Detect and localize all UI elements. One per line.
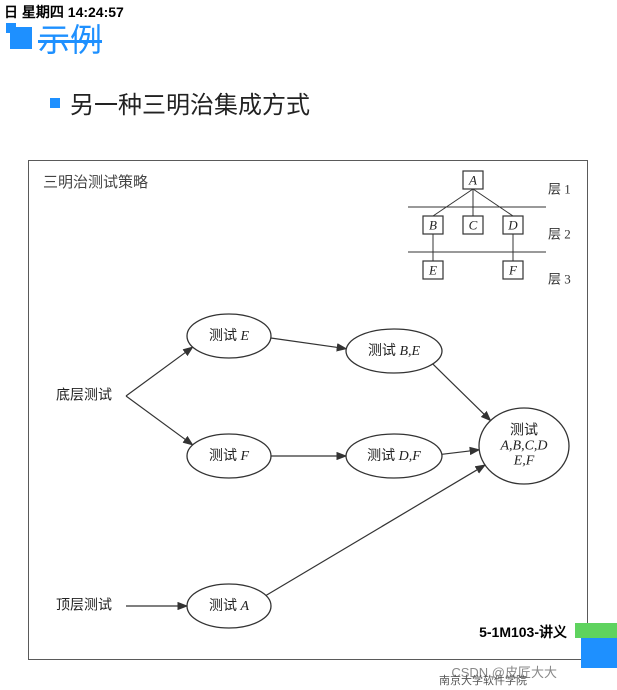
tree-node-label-E: E: [428, 263, 437, 278]
flow-node-label-tA: 测试 A: [209, 598, 250, 614]
flow-node-label-tE: 测试 E: [209, 328, 250, 344]
page-title: 示例: [38, 15, 102, 61]
tree-node-label-D: D: [507, 218, 518, 233]
subtitle-row: 另一种三明治集成方式: [50, 85, 310, 120]
diagram-frame-title: 三明治测试策略: [43, 171, 148, 192]
tree-node-label-C: C: [469, 218, 478, 233]
flow-node-label-tF: 测试 F: [209, 448, 250, 464]
subtitle-text: 另一种三明治集成方式: [70, 85, 310, 120]
tree-node-label-A: A: [468, 173, 477, 188]
flow-arrow: [271, 338, 346, 349]
diagram-frame: 三明治测试策略 A B C D E F 层 1 层 2 层 3 底层测试顶层测试 测试 E 测试 F…: [28, 160, 588, 660]
title-bullet-icon: [10, 27, 32, 49]
flow-arrow: [126, 347, 193, 396]
slide-code: 5-1M103-讲义: [479, 622, 567, 642]
tree-layer-label: 层 2: [548, 227, 571, 242]
decor-green-stripe: [575, 623, 617, 638]
decor-blue-block: [581, 638, 617, 668]
flow-arrow: [126, 396, 193, 445]
flow-node-label-tDF: 测试 D,F: [367, 448, 421, 464]
flow-arrow: [433, 364, 491, 421]
flow-node-label-final-2: E,F: [513, 454, 535, 469]
flow-node-label-final-0: 测试: [510, 423, 538, 439]
subtitle-bullet-icon: [50, 98, 60, 108]
flow-start-bottom: 底层测试: [56, 388, 112, 404]
tree-layer-label: 层 3: [548, 272, 571, 287]
tree-diagram: A B C D E F 层 1 层 2 层 3: [368, 165, 583, 295]
title-row: 示例: [10, 15, 102, 61]
tree-layer-label: 层 1: [548, 182, 571, 197]
flow-arrow: [266, 465, 485, 595]
tree-node-label-B: B: [429, 218, 437, 233]
tree-node-label-F: F: [508, 263, 518, 278]
flow-node-label-final-1: A,B,C,D: [499, 439, 547, 454]
bottom-caption: 南京大学软件学院: [439, 672, 527, 688]
flow-start-top: 顶层测试: [56, 598, 112, 614]
flow-diagram: 底层测试顶层测试 测试 E 测试 F 测试 A 测试 B,E 测试 D,F 测试A,B,C,…: [29, 296, 589, 656]
flow-node-label-tBE: 测试 B,E: [368, 343, 421, 359]
flow-arrow: [442, 450, 479, 454]
